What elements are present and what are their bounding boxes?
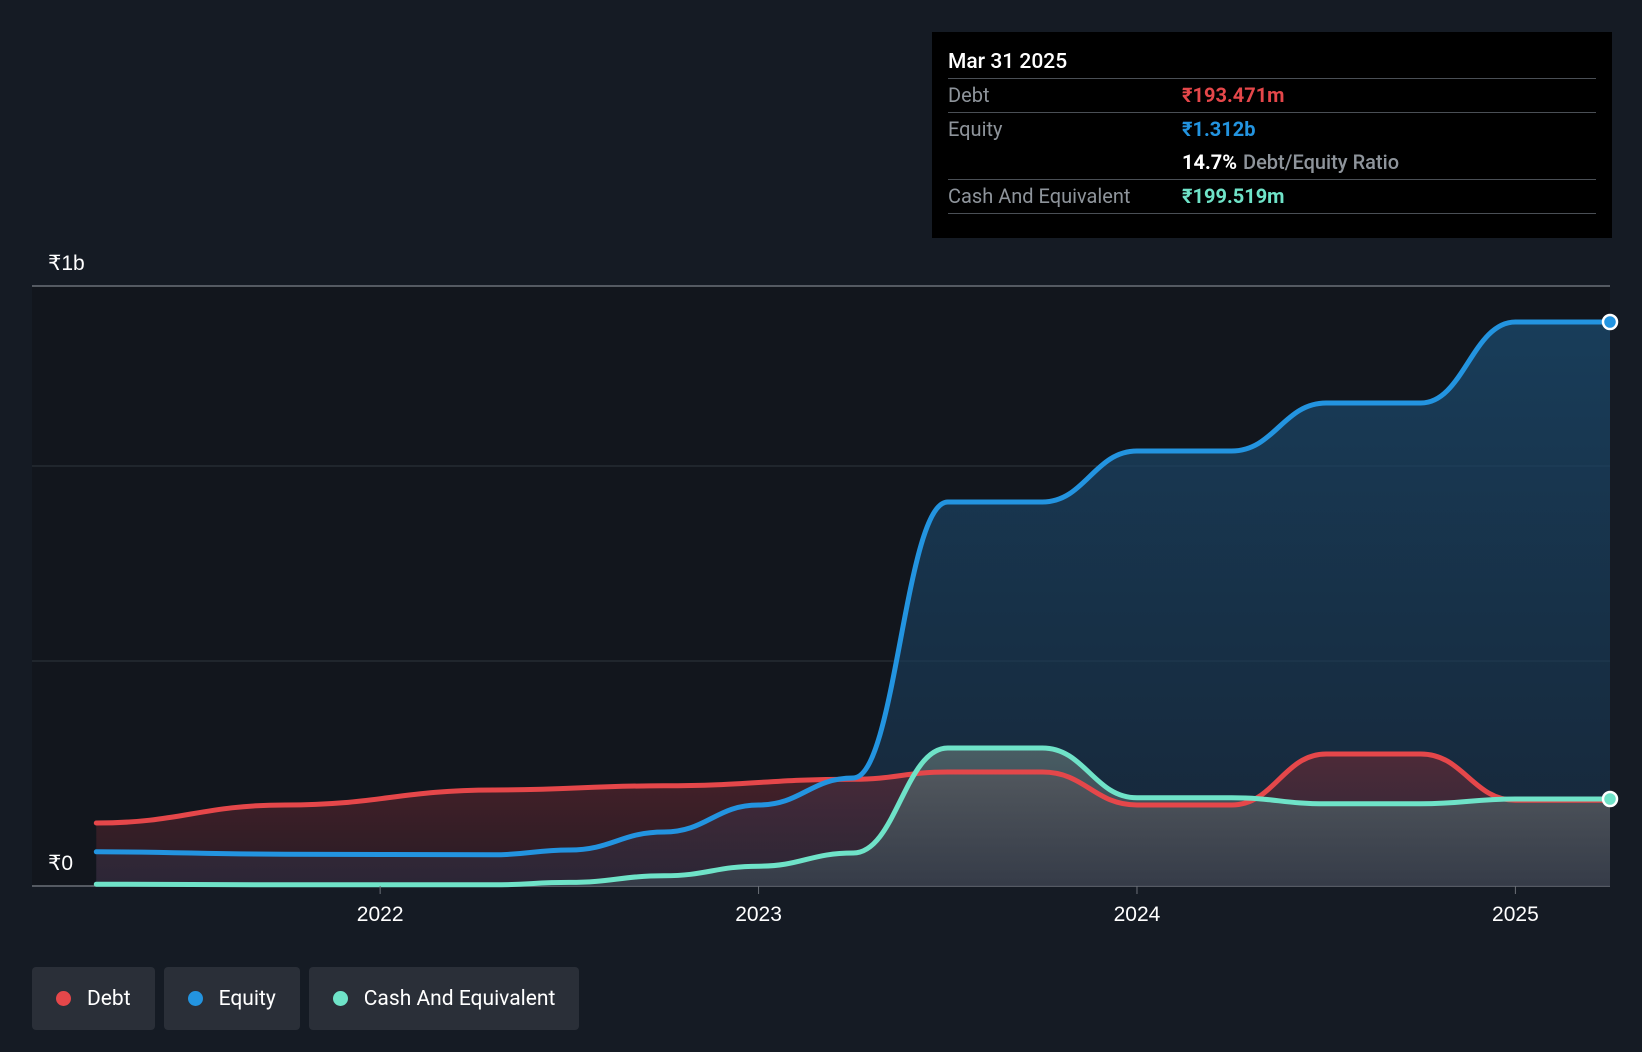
legend-equity-label: Equity bbox=[218, 986, 276, 1011]
x-tick-label-2025: 2025 bbox=[1492, 903, 1539, 926]
tooltip-ratio-value: 14.7% bbox=[1182, 150, 1238, 174]
marker-layer bbox=[1601, 313, 1619, 808]
cash-line bbox=[93, 745, 1613, 888]
tooltip-ratio-row: 14.7% Debt/Equity Ratio bbox=[948, 146, 1596, 180]
debt-dot-icon bbox=[56, 991, 71, 1006]
legend-item-debt[interactable]: Debt bbox=[32, 967, 155, 1030]
legend-item-cash[interactable]: Cash And Equivalent bbox=[308, 967, 580, 1030]
tooltip-equity-row: Equity ₹1.312b bbox=[948, 113, 1596, 146]
tooltip-debt-row: Debt ₹193.471m bbox=[948, 79, 1596, 113]
legend: Debt Equity Cash And Equivalent bbox=[32, 967, 580, 1030]
cash-dot-icon bbox=[332, 991, 348, 1006]
x-tick-label-2024: 2024 bbox=[1114, 903, 1161, 926]
tooltip-debt-value: ₹193.471m bbox=[1182, 83, 1285, 107]
equity-dot-icon bbox=[187, 991, 203, 1006]
cash-end-marker bbox=[1601, 790, 1619, 808]
cash-area bbox=[96, 748, 1610, 886]
y-tick-label-0: ₹0 bbox=[48, 852, 73, 875]
tick-layer: 2022 2023 2024 2025 ₹0 ₹1b bbox=[48, 252, 1539, 926]
tooltip-equity-value: ₹1.312b bbox=[1182, 117, 1256, 141]
tooltip: Mar 31 2025 Debt ₹193.471m Equity ₹1.312… bbox=[932, 32, 1612, 238]
tooltip-ratio-label: Debt/Equity Ratio bbox=[1243, 150, 1400, 174]
legend-debt-label: Debt bbox=[87, 986, 131, 1011]
equity-area bbox=[96, 322, 1610, 886]
legend-cash-label: Cash And Equivalent bbox=[363, 986, 556, 1011]
equity-end-marker bbox=[1601, 313, 1619, 331]
tooltip-date: Mar 31 2025 bbox=[948, 46, 1596, 79]
tooltip-cash-value: ₹199.519m bbox=[1182, 184, 1285, 208]
legend-item-equity[interactable]: Equity bbox=[163, 967, 300, 1030]
y-tick-label-1: ₹1b bbox=[48, 252, 85, 275]
debt-line bbox=[93, 751, 1613, 826]
tooltip-cash-label: Cash And Equivalent bbox=[948, 184, 1131, 208]
line-layer bbox=[93, 319, 1613, 888]
tooltip-equity-label: Equity bbox=[948, 117, 1003, 141]
x-tick-label-2022: 2022 bbox=[357, 903, 404, 926]
tooltip-debt-label: Debt bbox=[948, 83, 990, 107]
tooltip-cash-row: Cash And Equivalent ₹199.519m bbox=[948, 180, 1596, 214]
x-tick-label-2023: 2023 bbox=[735, 903, 782, 926]
equity-line bbox=[93, 319, 1613, 858]
